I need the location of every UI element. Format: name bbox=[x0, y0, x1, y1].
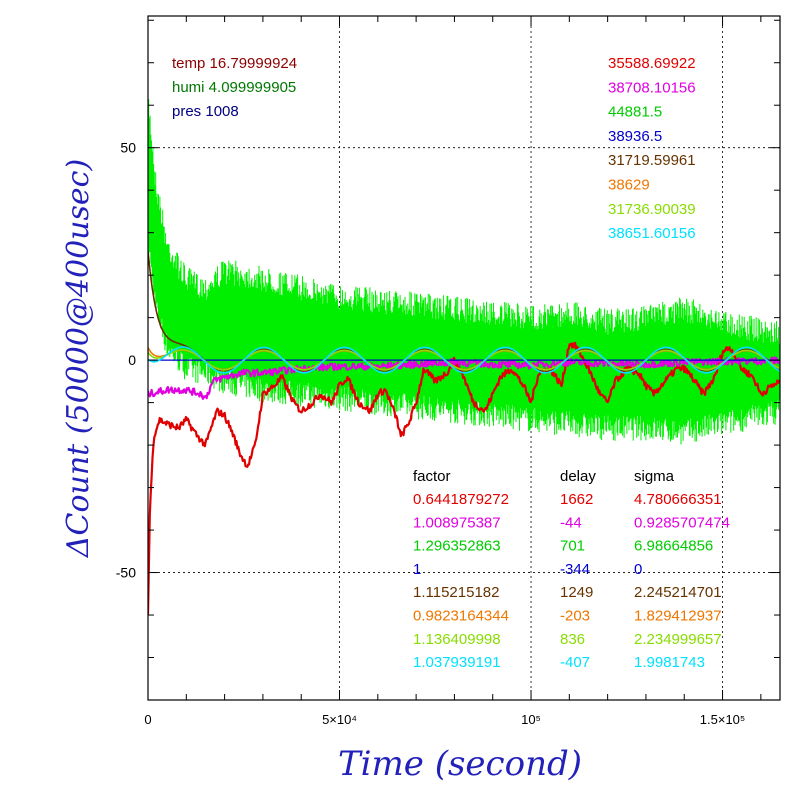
table-cell-factor: 1.008975387 bbox=[413, 514, 501, 531]
x-tick-label: 5×10⁴ bbox=[322, 712, 357, 727]
table-cell-delay: -203 bbox=[560, 608, 590, 625]
y-tick-label: 50 bbox=[120, 140, 136, 156]
table-cell-factor: 1.296352863 bbox=[413, 538, 501, 555]
env-info-0: temp 16.79999924 bbox=[172, 55, 297, 72]
table-cell-sigma: 1.9981743 bbox=[634, 654, 705, 671]
table-cell-factor: 0.6441879272 bbox=[413, 491, 509, 508]
axes bbox=[147, 15, 781, 701]
y-tick-label: -50 bbox=[116, 565, 136, 581]
series-group bbox=[148, 84, 780, 615]
table-cell-delay: 836 bbox=[560, 631, 585, 648]
table-cell-sigma: 2.245214701 bbox=[634, 584, 722, 601]
series-7-line bbox=[148, 346, 780, 374]
table-header-factor: factor bbox=[413, 468, 451, 485]
x-tick-label: 10⁵ bbox=[521, 712, 541, 727]
table-cell-sigma: 1.829412937 bbox=[634, 608, 722, 625]
series-0-band bbox=[148, 84, 780, 445]
env-info-1: humi 4.099999905 bbox=[172, 79, 296, 96]
y-axis-title: ΔCount (50000@400usec) bbox=[61, 159, 96, 558]
base-count-4: 31719.59961 bbox=[608, 152, 696, 169]
series-layer bbox=[148, 84, 780, 615]
base-count-6: 31736.90039 bbox=[608, 201, 696, 218]
series-1-line bbox=[148, 341, 780, 615]
text-labels: 0 5×10⁴ 10⁵ 1.5×10⁵ -50 0 50 temp 16.79999924 hu… bbox=[116, 55, 746, 727]
table-cell-factor: 1.136409998 bbox=[413, 631, 501, 648]
table-cell-delay: 701 bbox=[560, 538, 585, 555]
base-count-0: 35588.69922 bbox=[608, 55, 696, 72]
table-cell-delay: -44 bbox=[560, 514, 582, 531]
table-cell-sigma: 2.234999657 bbox=[634, 631, 722, 648]
table-cell-delay: 1662 bbox=[560, 491, 593, 508]
plot-frame bbox=[147, 15, 781, 701]
table-cell-delay: -344 bbox=[560, 561, 590, 578]
table-cell-sigma: 0.9285707474 bbox=[634, 514, 730, 531]
table-cell-delay: -407 bbox=[560, 654, 590, 671]
base-count-5: 38629 bbox=[608, 177, 650, 194]
series-6-line bbox=[148, 349, 780, 371]
y-tick-label: 0 bbox=[128, 352, 136, 368]
base-count-3: 38936.5 bbox=[608, 128, 662, 145]
env-info-2: pres 1008 bbox=[172, 103, 239, 120]
table-cell-sigma: 0 bbox=[634, 561, 642, 578]
table-cell-factor: 1.115215182 bbox=[413, 584, 499, 601]
x-tick-label: 1.5×10⁵ bbox=[700, 712, 746, 727]
table-cell-factor: 0.9823164344 bbox=[413, 608, 509, 625]
table-cell-delay: 1249 bbox=[560, 584, 593, 601]
base-count-1: 38708.10156 bbox=[608, 79, 696, 96]
axis-ticks bbox=[148, 16, 780, 700]
base-count-7: 38651.60156 bbox=[608, 225, 696, 242]
table-header-sigma: sigma bbox=[634, 468, 675, 485]
table-cell-factor: 1.037939191 bbox=[413, 654, 501, 671]
x-axis-title: Time (second) bbox=[338, 744, 582, 784]
table-cell-sigma: 6.98664856 bbox=[634, 538, 713, 555]
table-header-delay: delay bbox=[560, 468, 596, 485]
table-cell-factor: 1 bbox=[413, 561, 421, 578]
base-count-2: 44881.5 bbox=[608, 104, 662, 121]
table-cell-sigma: 4.780666351 bbox=[634, 491, 722, 508]
x-tick-label: 0 bbox=[144, 712, 151, 727]
